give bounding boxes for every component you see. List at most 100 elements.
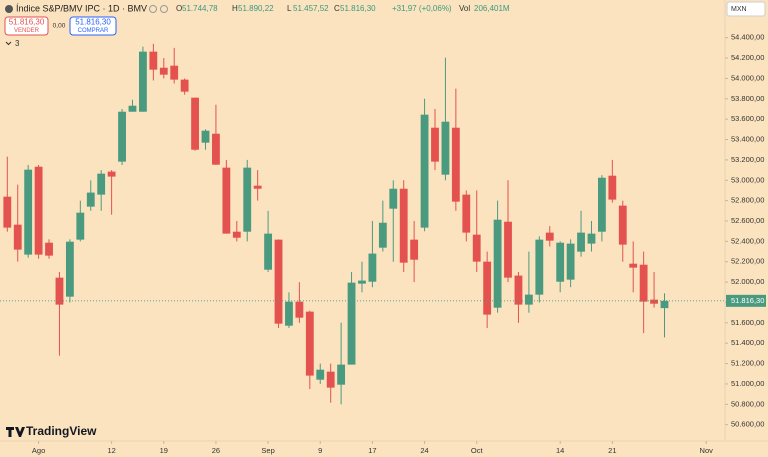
x-tick-label: 12	[107, 446, 115, 455]
chevron[interactable]	[5, 41, 12, 46]
candle-body	[55, 277, 64, 305]
y-tick-label: 53.000,00	[731, 175, 764, 184]
ohlc-value: 51.890,22	[238, 4, 274, 13]
candle-body	[493, 219, 502, 308]
candle-body	[326, 371, 335, 388]
y-tick-label: 53.600,00	[731, 114, 764, 123]
volume-label: Vol	[459, 4, 470, 13]
y-tick-label: 53.400,00	[731, 135, 764, 144]
candle-body	[212, 133, 220, 165]
candle-body	[285, 301, 293, 326]
y-tick-label: 52.800,00	[731, 196, 764, 205]
candle-body	[337, 364, 346, 385]
ohlc-key: L	[287, 4, 292, 13]
candle-body	[201, 130, 210, 143]
candle-body	[65, 241, 74, 297]
x-tick-label: Ago	[32, 446, 45, 455]
y-tick-label: 51.400,00	[731, 338, 764, 347]
candle-body	[253, 185, 262, 189]
ohlc-value: 51.457,52	[293, 4, 329, 13]
candle-body	[577, 232, 585, 252]
candle-body	[608, 175, 617, 200]
y-tick-label: 53.800,00	[731, 94, 764, 103]
candle-body	[222, 167, 231, 234]
brand: TradingView	[26, 424, 97, 438]
y-tick-label: 51.000,00	[731, 379, 764, 388]
y-tick-label: 51.600,00	[731, 318, 764, 327]
y-tick-label: 53.200,00	[731, 155, 764, 164]
ohlc-key: C	[334, 4, 340, 13]
currency: MXN	[731, 6, 747, 13]
candle-body	[118, 111, 126, 162]
x-tick-label: 14	[556, 446, 564, 455]
candle-body	[639, 264, 648, 302]
candle-body	[441, 121, 450, 175]
candle-body	[431, 127, 439, 162]
y-tick-label: 52.400,00	[731, 236, 764, 245]
x-tick-label: Oct	[471, 446, 484, 455]
candle-body	[34, 166, 43, 255]
candle-body	[180, 79, 189, 92]
candle-body	[556, 242, 565, 282]
x-tick-label: 9	[318, 446, 322, 455]
candle-body	[159, 67, 168, 75]
candle-body	[566, 243, 575, 280]
ohlc-key: O	[176, 4, 182, 13]
sell-price: 51.816,30	[9, 18, 45, 27]
candle-body	[139, 51, 147, 112]
x-tick-label: 21	[608, 446, 616, 455]
y-tick-label: 52.000,00	[731, 277, 764, 286]
candle-body	[97, 173, 106, 195]
candle-body	[3, 196, 12, 228]
y-tick-label: 54.000,00	[731, 73, 764, 82]
currency-box[interactable]	[726, 1, 766, 17]
sell-button[interactable]	[4, 16, 49, 36]
candle-body	[305, 311, 314, 376]
candle-body	[597, 177, 606, 232]
sell-label: VENDER	[14, 28, 40, 34]
candle-body	[483, 261, 492, 315]
x-tick-label: Sep	[261, 446, 274, 455]
candle-body	[24, 169, 33, 255]
icon[interactable]	[149, 5, 157, 13]
x-tick-label: 26	[212, 446, 220, 455]
candle-body	[545, 232, 554, 241]
icon[interactable]	[160, 5, 168, 13]
candle-body	[316, 369, 325, 380]
y-tick-label: 52.200,00	[731, 257, 764, 266]
candle-body	[347, 282, 356, 365]
volume: 206,401M	[474, 4, 510, 13]
logo-mark	[6, 427, 25, 437]
candle-body	[232, 231, 241, 238]
x-tick-label: 19	[160, 446, 168, 455]
candle-body	[358, 280, 366, 284]
buy-label: COMPRAR	[78, 28, 109, 34]
candle-body	[264, 233, 273, 270]
candle-body	[514, 275, 523, 305]
candle-body	[149, 51, 158, 70]
candle-body	[587, 233, 596, 244]
symbol-icon	[5, 5, 13, 13]
candle-body	[451, 127, 460, 202]
candle-body	[107, 171, 116, 177]
y-tick-label: 54.400,00	[731, 33, 764, 42]
candle-body	[389, 188, 398, 209]
candle-body	[410, 239, 419, 260]
candle-body	[191, 97, 199, 150]
x-tick-label: 17	[368, 446, 376, 455]
last-price-box	[726, 294, 766, 307]
candle-body	[128, 105, 137, 112]
ohlc-key: H	[232, 4, 238, 13]
candle-body	[76, 212, 85, 240]
candle-body	[399, 188, 408, 263]
candle-body	[462, 194, 471, 233]
candle-body	[45, 242, 53, 256]
symbol: Índice S&P/BMV IPC · 1D · BMV	[16, 3, 147, 13]
candle-body	[378, 222, 387, 248]
x-tick-label: Nov	[700, 446, 714, 455]
y-tick-label: 50.600,00	[731, 420, 764, 429]
y-tick-label: 50.800,00	[731, 399, 764, 408]
candle-body	[13, 224, 22, 250]
buy-button[interactable]	[69, 16, 117, 36]
